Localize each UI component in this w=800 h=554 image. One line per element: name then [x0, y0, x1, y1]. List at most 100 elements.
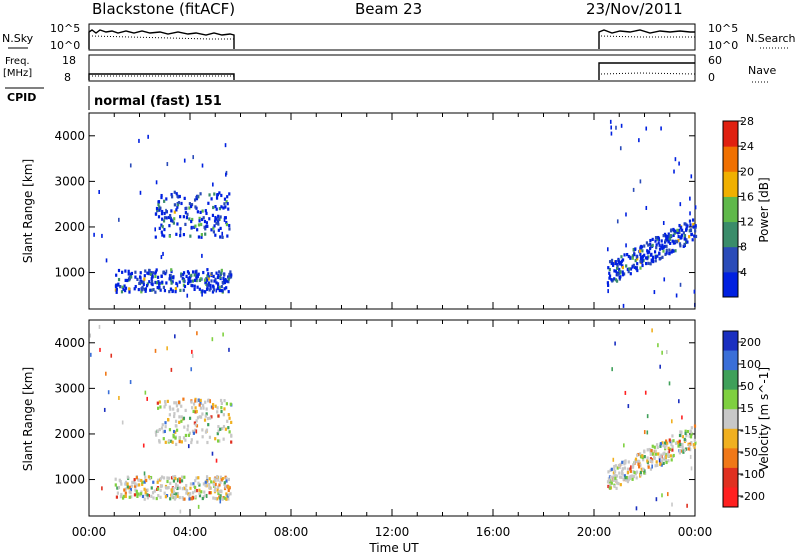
velocity-data-cell [164, 400, 167, 404]
power-data-cell [679, 202, 682, 207]
nave-label: Nave [748, 64, 776, 77]
velocity-data-cell [209, 486, 213, 490]
power-data-cell [692, 225, 695, 229]
velocity-data-cell [610, 481, 613, 485]
velocity-data-cell [627, 404, 630, 409]
velocity-data-cell [642, 467, 645, 471]
velocity-data-cell [224, 485, 227, 489]
power-data-cell [677, 235, 680, 239]
velocity-colorbar-tick-label: 50 [740, 380, 754, 393]
velocity-data-cell [631, 474, 634, 478]
power-data-cell [198, 278, 202, 282]
velocity-data-cell [217, 478, 220, 482]
velocity-data-cell [178, 495, 181, 500]
velocity-data-cell [174, 430, 177, 434]
velocity-data-cell [188, 416, 192, 420]
power-data-cell [648, 250, 651, 254]
power-data-cell [619, 270, 622, 274]
power-data-cell [119, 285, 122, 289]
power-data-cell [182, 279, 185, 283]
freq-panel: Freq. [MHz] 18 8 60 0 Nave [3, 54, 776, 84]
velocity-data-cell [115, 495, 119, 499]
power-data-cell [197, 235, 201, 239]
velocity-data-cell [661, 350, 663, 355]
velocity-data-cell [218, 439, 221, 443]
velocity-data-cell [199, 398, 202, 403]
velocity-data-cell [609, 475, 612, 479]
power-data-cell [626, 252, 629, 257]
power-data-cell [689, 196, 691, 201]
velocity-colorbar: 200 100 50 15 -15 -50 -100 -200 Velocity [m s^-… [722, 330, 771, 508]
power-data-cell [193, 287, 196, 291]
velocity-data-cell [689, 454, 692, 459]
velocity-data-cell [643, 450, 646, 454]
power-data-cell [617, 260, 621, 264]
velocity-data-cell [213, 477, 216, 481]
velocity-data-cell [198, 403, 201, 407]
velocity-colorbar-swatch [723, 370, 738, 391]
power-data-cell [155, 206, 159, 211]
velocity-data-cell [175, 404, 179, 408]
velocity-data-cell [204, 483, 207, 488]
power-data-cell [218, 191, 221, 195]
velocity-data-cell [627, 460, 630, 464]
power-data-cell [653, 250, 657, 254]
velocity-data-cell [209, 491, 213, 495]
velocity-data-cell [123, 488, 126, 492]
velocity-data-cell [214, 485, 217, 490]
velocity-y-ticks: 1000 2000 3000 4000 [54, 336, 695, 487]
velocity-data-cell [646, 430, 649, 435]
power-data-cell [163, 211, 166, 216]
power-data-cell [645, 261, 648, 266]
power-data-cell [225, 220, 228, 225]
velocity-data-cell [144, 493, 147, 497]
velocity-data-cell [138, 478, 141, 482]
velocity-data-cell [158, 440, 161, 444]
power-data-cell [179, 215, 182, 219]
velocity-ylabel: Slant Range [km] [21, 367, 35, 471]
velocity-data-cell [164, 402, 167, 407]
velocity-data-cell [228, 347, 230, 352]
nsky-right-tick-top: 10^5 [708, 22, 738, 35]
velocity-data-cell [649, 452, 652, 456]
power-data-cell [610, 278, 613, 282]
power-data-cell [226, 234, 229, 238]
power-data-cell [137, 287, 140, 292]
velocity-data-cell [220, 401, 223, 406]
velocity-data-cell [227, 485, 230, 489]
velocity-data-cell [647, 465, 650, 469]
power-data-cell [689, 228, 692, 232]
velocity-data-cell [654, 452, 657, 456]
power-data-cell [207, 277, 210, 281]
power-data-cell [199, 210, 202, 215]
velocity-data-cell [635, 476, 638, 480]
power-ylabel: Slant Range [km] [21, 159, 35, 263]
velocity-data-cell [164, 421, 167, 425]
power-data-cell [664, 239, 667, 243]
velocity-data-cell [678, 451, 682, 455]
power-data-cell [165, 208, 167, 213]
velocity-data-cell [180, 479, 184, 483]
velocity-data-cell [186, 428, 189, 432]
velocity-data-cell [103, 407, 106, 412]
power-data-cell [177, 201, 181, 205]
velocity-data-cell [176, 484, 179, 488]
power-data-cell [124, 269, 127, 273]
nsky-left-tick-bottom: 10^0 [50, 39, 80, 52]
velocity-data-cell [166, 399, 169, 403]
power-data-cell [212, 226, 215, 230]
velocity-data-cell [652, 455, 656, 459]
velocity-data-cell [145, 478, 148, 483]
velocity-data-cell [646, 448, 649, 452]
power-data-cell [120, 290, 124, 294]
power-data-cell [144, 269, 147, 273]
velocity-data-cell [222, 437, 225, 441]
velocity-data-cell [198, 415, 201, 419]
power-data-cell [678, 242, 682, 246]
power-data-cell [175, 281, 178, 286]
power-data-cell [138, 138, 140, 143]
power-data-cell [98, 189, 100, 194]
nsky-left-tick-top: 10^5 [50, 22, 80, 35]
power-data-cell [647, 261, 650, 265]
power-colorbar-swatch [723, 171, 738, 197]
